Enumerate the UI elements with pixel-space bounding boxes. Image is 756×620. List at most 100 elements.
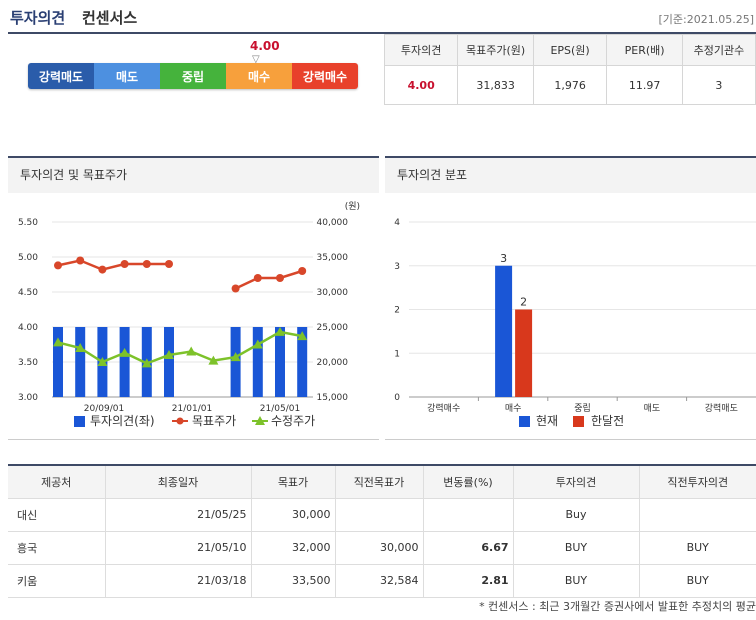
target-price-point xyxy=(165,260,173,268)
cell-target: 32,000 xyxy=(250,531,335,565)
chart-panel-title: 투자의견 분포 xyxy=(385,156,756,193)
cell-provider: 대신 xyxy=(8,498,105,532)
target-price-point xyxy=(120,260,129,268)
cell-opinion: BUY xyxy=(512,531,639,565)
base-date: [기준:2021.05.25] xyxy=(658,13,754,26)
x-tick-label: 강력매수 xyxy=(427,402,460,414)
chart-panel-distribution: 투자의견 분포 xyxy=(385,156,756,440)
x-tick-label: 중립 xyxy=(574,403,591,414)
cell-date: 21/05/10 xyxy=(104,531,251,565)
summary-value-target: 31,833 xyxy=(457,65,534,105)
cell-provider: 흥국 xyxy=(8,531,105,565)
y-tick-label: 3 xyxy=(394,262,400,272)
y-left-tick-label: 5.00 xyxy=(18,253,38,263)
adjusted-price-point xyxy=(119,347,130,357)
page-title: 투자의견 xyxy=(10,9,66,27)
cell-prev-target: 32,584 xyxy=(334,564,423,598)
cell-opinion: BUY xyxy=(512,564,639,598)
adjusted-price-point xyxy=(297,331,308,341)
detail-header-date: 최종일자 xyxy=(104,464,251,499)
y-right-tick-label: 15,000 xyxy=(317,393,349,403)
adjusted-price-point xyxy=(164,350,174,359)
summary-header-target: 목표주가(원) xyxy=(457,34,534,66)
cell-target: 30,000 xyxy=(250,498,335,532)
legend-swatch-current xyxy=(519,416,530,427)
cell-change: 2.81 xyxy=(422,564,513,598)
target-price-point xyxy=(54,261,62,270)
adjusted-price-point xyxy=(252,339,263,349)
summary-header-per: PER(배) xyxy=(606,34,683,66)
summary-header-count: 추정기관수 xyxy=(681,34,756,66)
chart-panel-opinion-target: 투자의견 및 목표주가 xyxy=(8,156,379,440)
legend-label: 투자의견(좌) xyxy=(90,414,155,428)
rating-value: 4.00 xyxy=(250,39,280,53)
y-left-tick-label: 4.00 xyxy=(18,323,38,333)
detail-table: 제공처 최종일자 목표가 직전목표가 변동률(%) 투자의견 직전투자의견 대신… xyxy=(8,464,756,598)
target-price-line xyxy=(57,259,169,271)
cell-prev-opinion: BUY xyxy=(638,531,756,565)
opinion-bar xyxy=(75,327,86,397)
rating-segment-sell: 매도 xyxy=(94,63,160,89)
rating-marker-icon: ▽ xyxy=(252,54,260,65)
y-tick-label: 1 xyxy=(394,349,400,359)
adjusted-price-point xyxy=(208,355,219,365)
cell-target: 33,500 xyxy=(250,564,335,598)
cell-prev-target: 30,000 xyxy=(334,531,423,565)
opinion-bar xyxy=(230,327,241,397)
header-divider xyxy=(8,32,756,34)
adjusted-price-point xyxy=(53,337,63,347)
detail-header-prev-opinion: 직전투자의견 xyxy=(638,464,756,499)
current-bar xyxy=(495,265,513,397)
y-tick-label: 4 xyxy=(394,218,400,228)
detail-header-provider: 제공처 xyxy=(8,464,105,499)
opinion-bar xyxy=(252,327,263,397)
legend-label: 현재 xyxy=(536,414,558,428)
x-tick-label: 매도 xyxy=(644,403,661,414)
target-price-line xyxy=(235,269,303,290)
summary-value-per: 11.97 xyxy=(606,65,683,105)
opinion-bar xyxy=(275,327,285,397)
legend-swatch-month-ago xyxy=(573,416,584,427)
legend-label: 수정주가 xyxy=(271,414,315,428)
adjusted-price-line xyxy=(57,330,303,365)
x-tick-label: 21/05/01 xyxy=(260,404,300,414)
y-right-tick-label: 30,000 xyxy=(317,288,349,298)
x-tick-label: 20/09/01 xyxy=(84,404,124,414)
cell-opinion: Buy xyxy=(512,498,639,532)
adjusted-price-point xyxy=(97,357,108,366)
cell-date: 21/05/25 xyxy=(104,498,251,532)
detail-header-opinion: 투자의견 xyxy=(512,464,639,499)
legend-swatch-target-dot xyxy=(176,417,184,425)
cell-date: 21/03/18 xyxy=(104,564,251,598)
target-price-point xyxy=(276,274,284,282)
y-tick-label: 2 xyxy=(394,306,400,316)
chart-opinion-target: 5.50 5.00 4.50 4.00 3.50 3.00 40,000 35,000 30,0… xyxy=(18,201,360,428)
data-label: 3 xyxy=(500,252,507,265)
cell-change: 6.67 xyxy=(422,531,513,565)
page-subtitle: 컨센서스 xyxy=(82,9,138,27)
adjusted-price-point xyxy=(75,343,86,352)
table-row: 대신 21/05/25 30,000 Buy xyxy=(8,498,756,532)
y-tick-label: 0 xyxy=(394,393,400,403)
legend-swatch-adjusted-mark xyxy=(255,416,265,425)
opinion-bar xyxy=(119,327,130,397)
target-price-point xyxy=(76,256,85,265)
target-price-point xyxy=(142,260,151,268)
legend-label: 한달전 xyxy=(591,414,624,428)
adjusted-price-point xyxy=(141,358,152,368)
x-tick-label: 강력매도 xyxy=(705,402,738,414)
x-tick-label: 매수 xyxy=(505,403,522,414)
summary-header-eps: EPS(원) xyxy=(532,34,608,66)
legend-label: 목표주가 xyxy=(192,414,236,428)
footnote: * 컨센서스 : 최근 3개월간 증권사에서 발표한 추정치의 평균 xyxy=(479,600,756,613)
target-price-point xyxy=(253,274,262,282)
summary-value-opinion: 4.00 xyxy=(383,65,459,105)
rating-segment-strong-buy: 강력매수 xyxy=(292,63,358,89)
table-row: 키움 21/03/18 33,500 32,584 2.81 BUY BUY xyxy=(8,564,756,598)
opinion-bar xyxy=(53,327,63,397)
rating-segment-strong-sell: 강력매도 xyxy=(28,63,94,89)
adjusted-price-point xyxy=(230,352,241,362)
adjusted-price-point xyxy=(186,346,197,356)
y-left-tick-label: 3.50 xyxy=(18,358,38,368)
opinion-bar xyxy=(297,327,308,397)
